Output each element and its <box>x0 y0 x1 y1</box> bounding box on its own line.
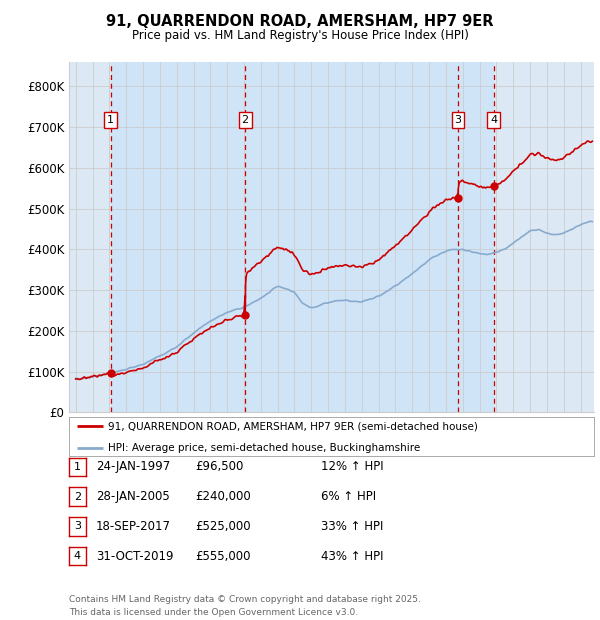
Text: £555,000: £555,000 <box>195 550 251 562</box>
Text: 33% ↑ HPI: 33% ↑ HPI <box>321 520 383 533</box>
Text: Price paid vs. HM Land Registry's House Price Index (HPI): Price paid vs. HM Land Registry's House … <box>131 30 469 42</box>
Bar <box>110 62 245 412</box>
Text: HPI: Average price, semi-detached house, Buckinghamshire: HPI: Average price, semi-detached house,… <box>109 443 421 453</box>
Text: £525,000: £525,000 <box>195 520 251 533</box>
Text: 3: 3 <box>455 115 461 125</box>
Text: 1: 1 <box>107 115 114 125</box>
Text: 91, QUARRENDON ROAD, AMERSHAM, HP7 9ER (semi-detached house): 91, QUARRENDON ROAD, AMERSHAM, HP7 9ER (… <box>109 422 478 432</box>
Text: 91, QUARRENDON ROAD, AMERSHAM, HP7 9ER: 91, QUARRENDON ROAD, AMERSHAM, HP7 9ER <box>106 14 494 29</box>
Text: 2: 2 <box>74 492 81 502</box>
Bar <box>245 62 458 412</box>
Text: 4: 4 <box>490 115 497 125</box>
Text: £96,500: £96,500 <box>195 461 244 473</box>
Text: 1: 1 <box>74 462 81 472</box>
Text: 12% ↑ HPI: 12% ↑ HPI <box>321 461 383 473</box>
Text: 2: 2 <box>242 115 249 125</box>
Text: 3: 3 <box>74 521 81 531</box>
Text: 31-OCT-2019: 31-OCT-2019 <box>96 550 173 562</box>
Text: 24-JAN-1997: 24-JAN-1997 <box>96 461 170 473</box>
Text: £240,000: £240,000 <box>195 490 251 503</box>
Text: 18-SEP-2017: 18-SEP-2017 <box>96 520 171 533</box>
Bar <box>458 62 494 412</box>
Text: 6% ↑ HPI: 6% ↑ HPI <box>321 490 376 503</box>
Text: 28-JAN-2005: 28-JAN-2005 <box>96 490 170 503</box>
Text: 4: 4 <box>74 551 81 561</box>
Text: Contains HM Land Registry data © Crown copyright and database right 2025.
This d: Contains HM Land Registry data © Crown c… <box>69 595 421 617</box>
Text: 43% ↑ HPI: 43% ↑ HPI <box>321 550 383 562</box>
